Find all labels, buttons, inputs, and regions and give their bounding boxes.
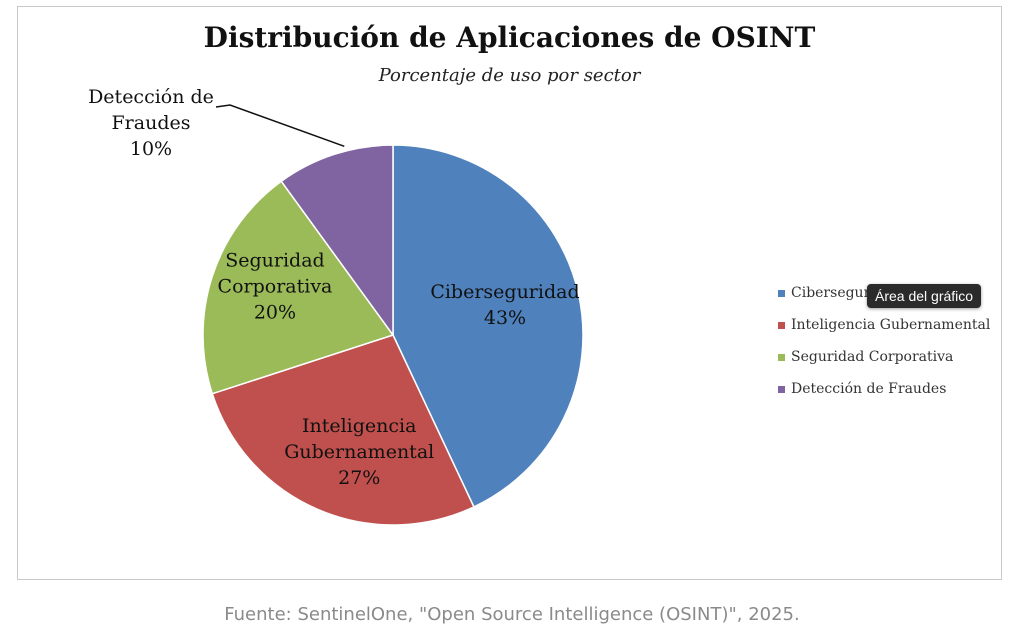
pie-chart[interactable]: Ciberseguridad 43% Inteligencia Gubernament… [18,7,1003,581]
label-ciberseguridad: Ciberseguridad 43% [430,281,579,329]
chart-area[interactable]: Distribución de Aplicaciones de OSINT Po… [17,6,1002,580]
legend-swatch [778,289,785,297]
source-caption: Fuente: SentinelOne, "Open Source Intell… [224,604,800,625]
legend-swatch [778,353,785,361]
slice-seguridad-corporativa[interactable] [202,180,395,395]
label-seguridad-corporativa: Seguridad Corporativa 20% [218,250,333,324]
legend[interactable]: Ciberseguridad Inteligencia Gubernamental… [778,277,990,405]
legend-item-inteligencia-gubernamental[interactable]: Inteligencia Gubernamental [778,309,990,341]
label-deteccion-fraudes: Detección de Fraudes 10% [88,86,214,160]
slice-ciberseguridad[interactable] [392,144,584,508]
legend-label: Inteligencia Gubernamental [791,317,991,333]
legend-swatch [778,385,785,393]
legend-item-deteccion-fraudes[interactable]: Detección de Fraudes [778,373,990,405]
label-inteligencia-gubernamental: Inteligencia Gubernamental 27% [284,415,434,489]
legend-item-seguridad-corporativa[interactable]: Seguridad Corporativa [778,341,990,373]
leader-line [215,104,345,148]
legend-swatch [778,321,785,329]
slice-inteligencia-gubernamental[interactable] [211,334,475,526]
legend-label: Seguridad Corporativa [791,349,954,365]
legend-label: Detección de Fraudes [791,381,947,397]
slice-deteccion-fraudes[interactable] [280,144,394,338]
chart-title: Distribución de Aplicaciones de OSINT [203,21,816,54]
chart-area-tooltip: Área del gráfico [867,284,982,308]
chart-subtitle: Porcentaje de uso por sector [378,65,641,86]
